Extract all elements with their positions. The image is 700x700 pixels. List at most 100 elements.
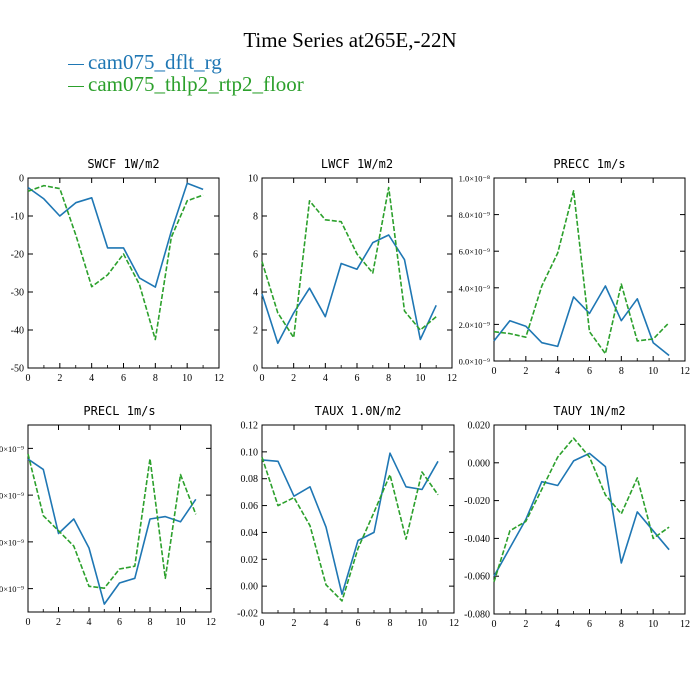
y-tick-label: 0.12 — [241, 421, 259, 432]
x-tick-label: 4 — [323, 373, 328, 384]
x-tick-label: 0 — [260, 373, 265, 384]
x-tick-label: 8 — [619, 366, 624, 377]
x-tick-label: 6 — [356, 618, 361, 629]
x-tick-label: 0 — [492, 366, 497, 377]
x-tick-label: 12 — [214, 373, 224, 384]
x-tick-label: 8 — [386, 373, 391, 384]
x-tick-label: 2 — [291, 373, 296, 384]
series-line-thlp2 — [27, 184, 204, 341]
y-tick-label: 0×10⁻⁹ — [0, 444, 24, 454]
legend-item-thlp2: cam075_thlp2_rtp2_floor — [68, 72, 304, 97]
y-tick-label: 10 — [248, 174, 258, 185]
y-tick-label: 6 — [253, 250, 258, 261]
x-tick-label: 0 — [492, 619, 497, 630]
y-tick-label: 0.00 — [241, 582, 259, 593]
x-tick-label: 0 — [26, 617, 31, 628]
series-line-dflt — [27, 458, 197, 605]
y-tick-label: 0×10⁻⁹ — [0, 491, 24, 501]
y-tick-label: 0×10⁻⁹ — [0, 584, 24, 594]
x-tick-label: 6 — [587, 619, 592, 630]
panel-title: LWCF 1W/m2 — [321, 157, 393, 171]
y-tick-label: 1.0×10⁻⁸ — [459, 174, 490, 184]
x-tick-label: 8 — [148, 617, 153, 628]
y-tick-label: 6.0×10⁻⁹ — [459, 247, 490, 257]
x-tick-label: 0 — [26, 373, 31, 384]
x-tick-label: 2 — [523, 619, 528, 630]
y-tick-label: 8 — [253, 212, 258, 223]
series-line-dflt — [261, 452, 439, 596]
y-tick-label: 2 — [253, 326, 258, 337]
x-tick-label: 4 — [555, 619, 560, 630]
x-tick-label: 2 — [57, 373, 62, 384]
x-tick-label: 10 — [176, 617, 186, 628]
x-tick-label: 12 — [680, 366, 690, 377]
x-tick-label: 2 — [56, 617, 61, 628]
legend-label-thlp2: cam075_thlp2_rtp2_floor — [88, 72, 304, 96]
y-tick-label: 2.0×10⁻⁹ — [459, 320, 490, 330]
y-tick-label: 0.000 — [468, 458, 491, 469]
y-tick-label: 0 — [253, 364, 258, 375]
y-tick-label: 0×10⁻⁹ — [0, 537, 24, 547]
x-tick-label: 8 — [388, 618, 393, 629]
x-tick-label: 6 — [355, 373, 360, 384]
y-tick-label: -20 — [11, 250, 24, 261]
x-tick-label: 4 — [324, 618, 329, 629]
y-tick-label: -0.060 — [464, 572, 490, 583]
panel-title: SWCF 1W/m2 — [87, 157, 159, 171]
legend-swatch-dflt — [68, 63, 84, 65]
legend-item-dflt: cam075_dflt_rg — [68, 50, 222, 75]
series-line-thlp2 — [493, 190, 670, 355]
series-line-dflt — [27, 182, 204, 288]
x-tick-label: 6 — [117, 617, 122, 628]
x-tick-label: 8 — [619, 619, 624, 630]
x-tick-label: 0 — [260, 618, 265, 629]
y-tick-label: -10 — [11, 212, 24, 223]
x-tick-label: 2 — [292, 618, 297, 629]
series-line-thlp2 — [261, 186, 437, 339]
x-tick-label: 12 — [447, 373, 457, 384]
legend-swatch-thlp2 — [68, 85, 84, 87]
x-tick-label: 4 — [555, 366, 560, 377]
y-tick-label: -40 — [11, 326, 24, 337]
panel-title: TAUX 1.0N/m2 — [315, 404, 402, 418]
chart-panel-1: LWCF 1W/m2 0 2 4 6 8 10 12 0 2 4 6 8 10 — [248, 157, 457, 384]
y-tick-label: 4.0×10⁻⁹ — [459, 283, 490, 293]
series-line-dflt — [493, 452, 670, 577]
x-tick-label: 4 — [87, 617, 92, 628]
x-tick-label: 6 — [587, 366, 592, 377]
panel-title: PRECL 1m/s — [83, 404, 155, 418]
y-tick-label: 0.06 — [241, 501, 259, 512]
plot-frame — [493, 177, 686, 362]
plot-frame — [261, 424, 455, 614]
x-tick-label: 4 — [89, 373, 94, 384]
series-line-thlp2 — [27, 453, 197, 590]
panel-title: TAUY 1N/m2 — [553, 404, 625, 418]
x-tick-label: 2 — [523, 366, 528, 377]
panel-title: PRECC 1m/s — [553, 157, 625, 171]
x-tick-label: 12 — [680, 619, 690, 630]
y-tick-label: 0.10 — [241, 447, 259, 458]
y-tick-label: -0.02 — [237, 609, 258, 620]
y-tick-label: -30 — [11, 288, 24, 299]
x-tick-label: 10 — [648, 366, 658, 377]
y-tick-label: 0 — [19, 174, 24, 185]
y-tick-label: 8.0×10⁻⁹ — [459, 210, 490, 220]
y-tick-label: -0.040 — [464, 534, 490, 545]
series-line-thlp2 — [261, 456, 439, 602]
y-tick-label: 0.08 — [241, 474, 259, 485]
chart-panel-4: TAUX 1.0N/m2 0 2 4 6 8 10 12 -0.02 0.00 0.02 0.04 0.… — [237, 404, 459, 629]
y-tick-label: -0.020 — [464, 496, 490, 507]
series-line-dflt — [261, 234, 437, 345]
chart-panel-2: PRECC 1m/s 0 2 4 6 8 10 12 0.0×10⁻⁹ 2.0×10⁻⁹ 4.0×1… — [459, 157, 690, 377]
chart-panel-5: TAUY 1N/m2 0 2 4 6 8 10 12 -0.080 -0.060 -0.040 -0.… — [464, 404, 690, 630]
y-tick-label: 0.0×10⁻⁹ — [459, 357, 490, 367]
x-tick-label: 10 — [648, 619, 658, 630]
x-tick-label: 6 — [121, 373, 126, 384]
y-tick-label: -50 — [11, 364, 24, 375]
series-line-dflt — [493, 285, 670, 357]
x-tick-label: 10 — [415, 373, 425, 384]
chart-panel-3: PRECL 1m/s 0 2 4 6 8 10 12 0×10⁻⁹ 0×10⁻⁹ 0×10⁻⁹ 0×1… — [0, 404, 216, 628]
legend-label-dflt: cam075_dflt_rg — [88, 50, 222, 74]
x-tick-label: 12 — [206, 617, 216, 628]
chart-panel-0: SWCF 1W/m2 0 2 4 6 8 10 12 -50 -40 -30 -20 -10 0 — [11, 157, 224, 384]
